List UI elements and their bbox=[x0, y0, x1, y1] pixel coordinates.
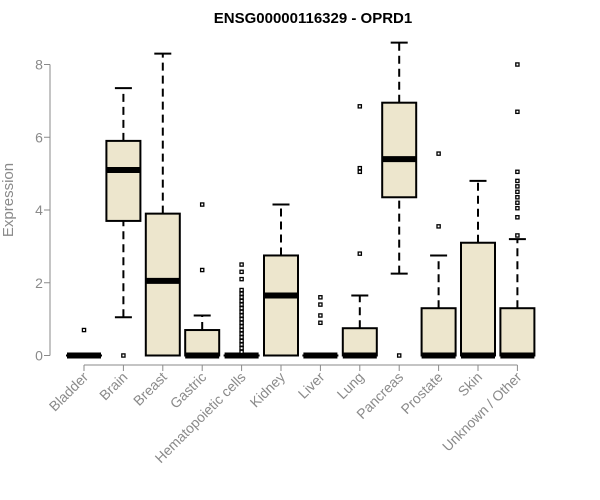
y-tick-label: 4 bbox=[35, 202, 43, 218]
outlier-point bbox=[239, 298, 244, 304]
box-group bbox=[381, 41, 418, 358]
outlier-point bbox=[239, 287, 244, 293]
y-tick-label: 2 bbox=[35, 275, 43, 291]
outlier-point bbox=[239, 342, 244, 347]
outlier-point bbox=[239, 327, 244, 333]
box-rect bbox=[341, 327, 378, 357]
outlier-point bbox=[239, 320, 244, 326]
outlier-point bbox=[357, 169, 363, 175]
box-group bbox=[341, 104, 378, 359]
box-rect bbox=[499, 307, 536, 357]
x-tick-label: Prostate bbox=[398, 369, 446, 417]
box-group bbox=[302, 295, 339, 359]
box-group bbox=[420, 151, 457, 359]
y-axis-label: Expression bbox=[0, 163, 17, 237]
outlier-point bbox=[318, 295, 323, 300]
box-group bbox=[223, 262, 260, 359]
box-group bbox=[144, 52, 181, 357]
outlier-point bbox=[239, 309, 244, 315]
box-group bbox=[263, 203, 299, 357]
x-tick-label: Brain bbox=[96, 369, 130, 403]
box-group bbox=[66, 327, 102, 359]
outlier-point bbox=[436, 151, 441, 156]
box-rect bbox=[144, 212, 181, 357]
outlier-point bbox=[318, 302, 323, 307]
box-rect bbox=[263, 254, 299, 357]
outlier-point bbox=[515, 62, 520, 67]
outlier-point bbox=[121, 353, 126, 358]
box-series bbox=[66, 41, 536, 359]
x-tick-label: Liver bbox=[295, 369, 328, 402]
outlier-point bbox=[396, 353, 402, 358]
outlier-point bbox=[515, 205, 520, 211]
outlier-point bbox=[239, 338, 244, 344]
box-rect bbox=[460, 241, 496, 357]
box-rect bbox=[420, 307, 457, 357]
box-group bbox=[499, 62, 536, 359]
outlier-point bbox=[239, 295, 244, 300]
y-axis: 0 2 4 6 8 bbox=[35, 57, 51, 364]
outlier-point bbox=[357, 104, 363, 109]
outlier-point bbox=[199, 267, 205, 273]
outlier-point bbox=[239, 345, 244, 351]
box-group bbox=[460, 179, 496, 359]
outlier-point bbox=[239, 331, 244, 336]
outlier-point bbox=[515, 178, 520, 184]
outlier-point bbox=[239, 316, 244, 322]
x-tick-label: Kidney bbox=[247, 369, 289, 411]
outlier-point bbox=[436, 224, 441, 229]
outlier-point bbox=[239, 262, 244, 267]
box-group bbox=[105, 87, 142, 358]
outlier-point bbox=[357, 165, 363, 171]
outlier-point bbox=[515, 109, 520, 115]
x-tick-label: Lung bbox=[334, 369, 367, 402]
outlier-point bbox=[199, 202, 205, 207]
outlier-point bbox=[357, 251, 363, 256]
outlier-point bbox=[515, 184, 520, 189]
outlier-point bbox=[239, 269, 244, 275]
x-tick-label: Bladder bbox=[46, 369, 92, 415]
outlier-point bbox=[515, 233, 520, 238]
outlier-point bbox=[515, 215, 520, 220]
y-tick-label: 8 bbox=[35, 57, 43, 73]
chart-title: ENSG00000116329 - OPRD1 bbox=[214, 10, 412, 27]
outlier-point bbox=[239, 276, 244, 282]
box-rect bbox=[184, 329, 221, 357]
outlier-point bbox=[318, 320, 323, 326]
x-tick-label: Skin bbox=[455, 369, 486, 400]
outlier-point bbox=[239, 291, 244, 296]
outlier-point bbox=[318, 313, 323, 318]
outlier-point bbox=[515, 169, 520, 175]
outlier-point bbox=[515, 195, 520, 200]
y-tick-label: 0 bbox=[35, 348, 43, 364]
outlier-point bbox=[515, 200, 520, 205]
outlier-point bbox=[239, 335, 244, 340]
outlier-point bbox=[81, 327, 87, 333]
outlier-point bbox=[515, 189, 520, 195]
x-tick-label: Breast bbox=[130, 369, 170, 409]
outlier-point bbox=[239, 305, 244, 311]
box-rect bbox=[105, 139, 142, 222]
outlier-point bbox=[239, 349, 244, 355]
outlier-point bbox=[239, 302, 244, 307]
outlier-point bbox=[239, 324, 244, 329]
y-tick-label: 6 bbox=[35, 129, 43, 145]
box-rect bbox=[381, 101, 418, 199]
box-group bbox=[184, 202, 221, 359]
outlier-point bbox=[239, 313, 244, 318]
